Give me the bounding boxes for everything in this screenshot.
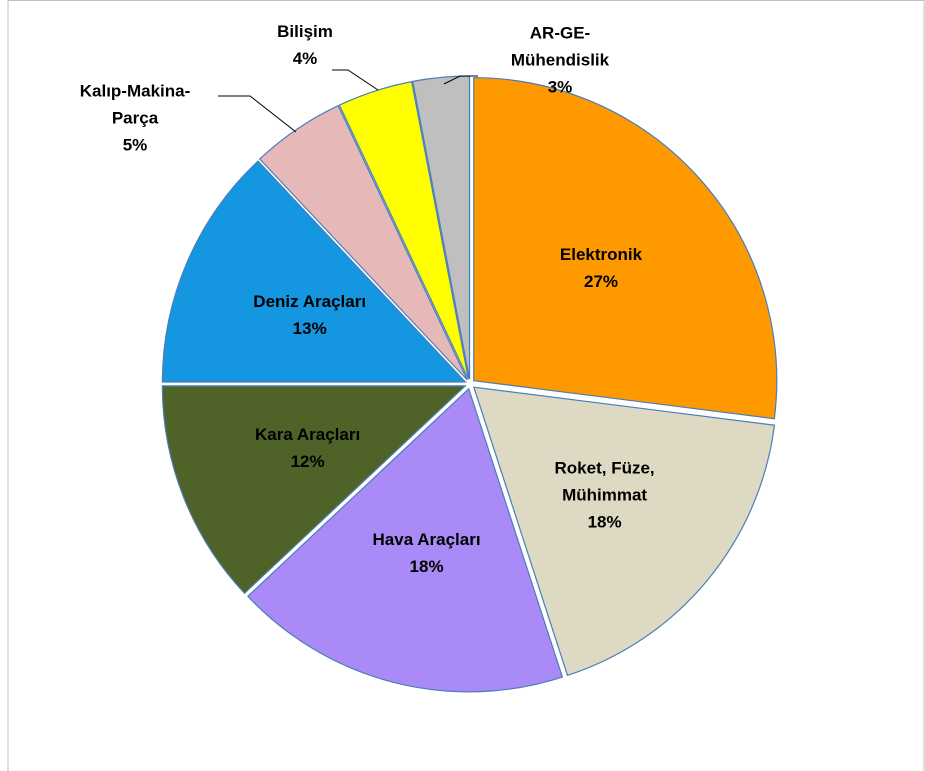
data-label: AR-GE-Mühendislik 3% [495,20,625,101]
category-label: AR-GE-Mühendislik [510,23,610,70]
category-label: Kara Araçları [254,425,361,445]
frame [7,0,925,771]
data-label: Kara Araçları 12% [218,421,398,475]
leader-line [332,69,379,91]
category-label: Kalıp-Makina-Parça [79,81,191,128]
percent-label: 13% [292,318,327,338]
data-label: Bilişim 4% [255,18,355,72]
category-label: Elektronik [559,245,643,265]
pie-slice [258,104,468,381]
pie-slice [338,80,470,380]
pie-slice [472,386,776,677]
data-label: Kalıp-Makina-Parça 5% [60,78,210,159]
pie-slice [473,77,778,420]
category-label: Deniz Araçları [253,291,367,311]
category-label: Bilişim [277,22,333,41]
pie-slice [161,385,467,595]
percent-label: 3% [547,77,573,97]
percent-label: 27% [584,272,619,292]
data-label: Deniz Araçları 13% [220,288,400,342]
category-label: Hava Araçları [372,530,481,550]
percent-label: 18% [409,557,444,577]
percent-label: 12% [290,452,325,472]
pie-slice [247,387,564,693]
data-label: Hava Araçları 18% [337,526,517,580]
percent-label: 4% [292,49,318,68]
data-label: Roket, Füze, Mühimmat 18% [530,455,680,536]
percent-label: 18% [587,512,622,532]
leader-line [443,75,478,85]
category-label: Roket, Füze, Mühimmat [554,458,655,505]
percent-label: 5% [122,135,148,155]
leader-line [218,95,297,133]
data-label: Elektronik 27% [521,241,681,295]
pie-slice [161,160,467,383]
